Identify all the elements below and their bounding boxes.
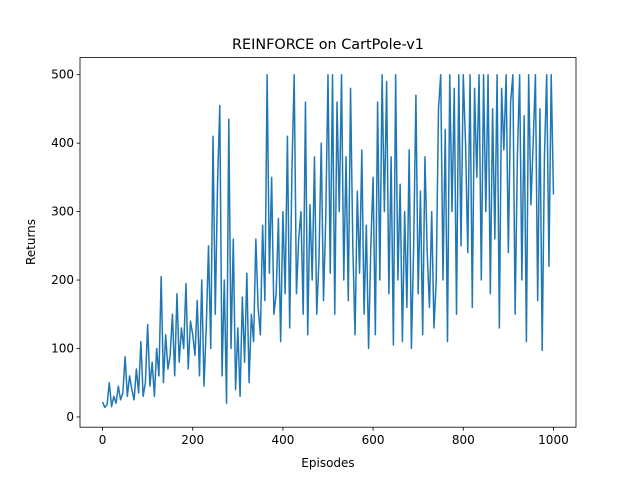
x-tick-label: 600: [362, 433, 385, 447]
chart-title: REINFORCE on CartPole-v1: [232, 37, 424, 53]
data-line: [101, 73, 555, 409]
x-tick-label: 1000: [538, 433, 569, 447]
plot-frame: [79, 57, 577, 428]
x-tick-label: 200: [181, 433, 204, 447]
x-tick-label: 0: [99, 433, 107, 447]
y-tick-label: 100: [51, 341, 74, 355]
y-axis-label: Returns: [24, 219, 38, 265]
x-tick-label: 800: [452, 433, 475, 447]
y-tick-label: 0: [66, 410, 74, 424]
y-tick-label: 500: [51, 68, 74, 82]
x-axis-label: Episodes: [301, 456, 354, 470]
y-tick-label: 300: [51, 205, 74, 219]
y-tick-label: 200: [51, 273, 74, 287]
x-tick-label: 400: [271, 433, 294, 447]
y-tick-label: 400: [51, 136, 74, 150]
